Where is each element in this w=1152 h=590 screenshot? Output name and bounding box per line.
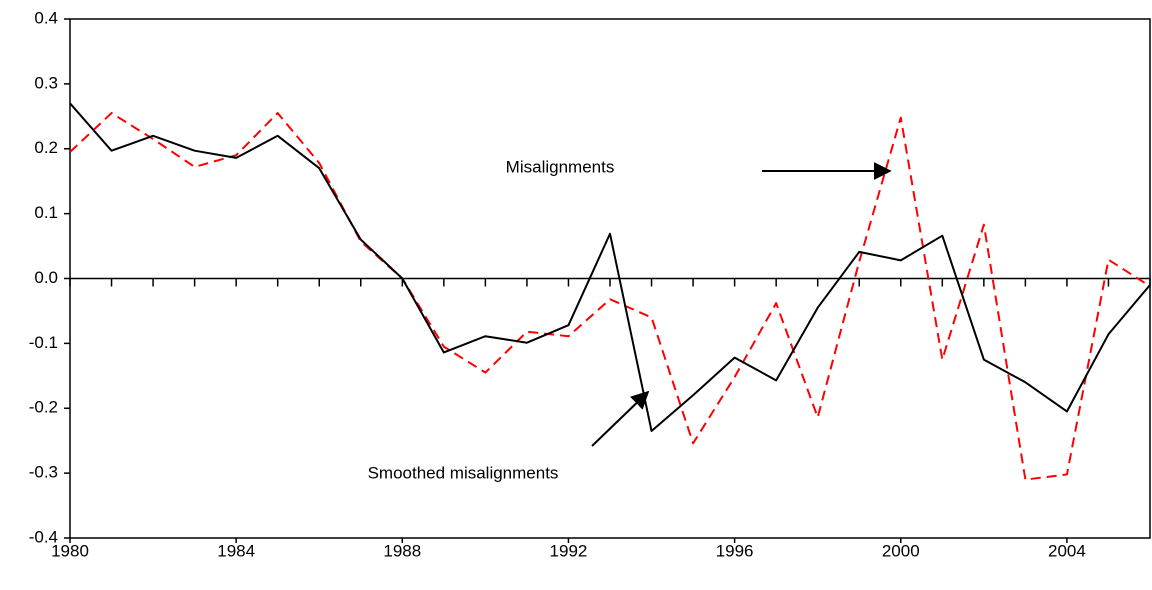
x-tick-label: 1992 xyxy=(550,541,588,560)
x-tick-label: 1980 xyxy=(51,541,89,560)
series-line xyxy=(69,102,1151,432)
y-tick-label: 0.4 xyxy=(34,8,58,27)
annotation: Misalignments xyxy=(506,157,615,176)
x-tick-label: 2004 xyxy=(1048,541,1086,560)
y-tick-label: -0.3 xyxy=(29,463,58,482)
x-tick-label: 1996 xyxy=(716,541,754,560)
y-tick-label: 0.1 xyxy=(34,203,58,222)
x-tick-label: 1988 xyxy=(383,541,421,560)
annotation-arrow xyxy=(591,390,650,447)
y-tick-label: -0.2 xyxy=(29,398,58,417)
y-tick-label: 0.3 xyxy=(34,73,58,92)
y-tick-label: -0.1 xyxy=(29,333,58,352)
annotation: Smoothed misalignments xyxy=(368,463,559,482)
y-tick-label: -0.4 xyxy=(29,527,58,546)
x-tick-label: 1984 xyxy=(217,541,255,560)
x-tick-label: 2000 xyxy=(882,541,920,560)
y-tick-label: 0.2 xyxy=(34,138,58,157)
y-tick-label: 0.0 xyxy=(34,268,58,287)
series-line xyxy=(69,112,1151,481)
